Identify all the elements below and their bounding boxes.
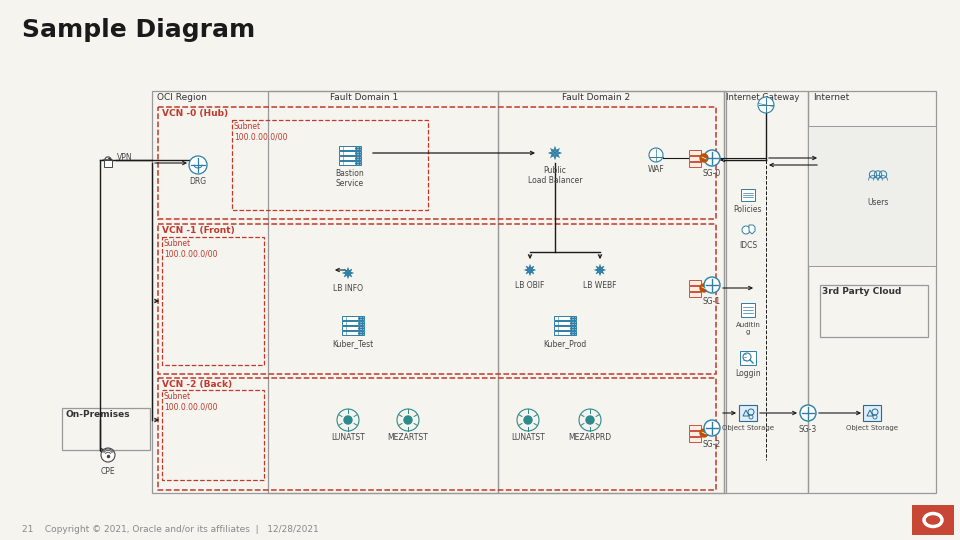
FancyBboxPatch shape — [339, 156, 361, 159]
Text: LB INFO: LB INFO — [333, 284, 363, 293]
FancyBboxPatch shape — [739, 405, 757, 421]
FancyBboxPatch shape — [554, 326, 576, 329]
Text: LB OBIF: LB OBIF — [516, 281, 544, 290]
Text: MEZARTST: MEZARTST — [388, 433, 428, 442]
FancyBboxPatch shape — [741, 189, 755, 201]
FancyBboxPatch shape — [689, 437, 701, 442]
Circle shape — [649, 148, 663, 162]
FancyBboxPatch shape — [808, 126, 936, 266]
FancyBboxPatch shape — [740, 351, 756, 365]
FancyBboxPatch shape — [339, 151, 361, 154]
Circle shape — [344, 416, 352, 424]
FancyBboxPatch shape — [689, 161, 701, 166]
Text: Kuber_Prod: Kuber_Prod — [543, 339, 587, 348]
Text: Subnet
100.0.00.0/00: Subnet 100.0.00.0/00 — [234, 122, 287, 141]
Text: Internet Gateway: Internet Gateway — [726, 93, 800, 102]
FancyBboxPatch shape — [554, 316, 576, 320]
Text: CPE: CPE — [101, 467, 115, 476]
FancyBboxPatch shape — [863, 405, 881, 421]
Text: OCI Region: OCI Region — [157, 93, 206, 102]
Text: Users: Users — [867, 198, 889, 207]
Circle shape — [586, 416, 594, 424]
Circle shape — [704, 420, 720, 436]
Text: VCN -0 (Hub): VCN -0 (Hub) — [162, 109, 228, 118]
Text: Loggin: Loggin — [735, 369, 761, 378]
Text: Sample Diagram: Sample Diagram — [22, 18, 255, 42]
Circle shape — [704, 277, 720, 293]
Polygon shape — [749, 225, 755, 234]
Circle shape — [700, 429, 708, 437]
Circle shape — [800, 405, 816, 421]
Text: Subnet
100.0.00.0/00: Subnet 100.0.00.0/00 — [164, 239, 218, 259]
Text: Policies: Policies — [733, 205, 762, 214]
Text: Object Storage: Object Storage — [846, 425, 898, 431]
Text: Fault Domain 2: Fault Domain 2 — [562, 93, 630, 102]
Text: LB WEBF: LB WEBF — [584, 281, 616, 290]
Text: IDCS: IDCS — [739, 241, 757, 250]
FancyBboxPatch shape — [912, 505, 954, 535]
Circle shape — [101, 448, 115, 462]
Circle shape — [758, 97, 774, 113]
FancyBboxPatch shape — [104, 160, 112, 167]
Text: Kuber_Test: Kuber_Test — [332, 339, 373, 348]
Circle shape — [700, 154, 708, 162]
Text: Subnet
100.0.00.0/00: Subnet 100.0.00.0/00 — [164, 392, 218, 411]
Text: WAF: WAF — [648, 165, 664, 174]
FancyBboxPatch shape — [689, 280, 701, 285]
Text: SG-1: SG-1 — [703, 297, 721, 306]
FancyBboxPatch shape — [342, 316, 364, 320]
Text: LUNATST: LUNATST — [331, 433, 365, 442]
FancyBboxPatch shape — [554, 331, 576, 334]
Text: 21    Copyright © 2021, Oracle and/or its affiliates  |   12/28/2021: 21 Copyright © 2021, Oracle and/or its a… — [22, 525, 319, 534]
FancyBboxPatch shape — [689, 292, 701, 296]
Circle shape — [742, 226, 750, 234]
FancyBboxPatch shape — [342, 326, 364, 329]
Text: Fault Domain 1: Fault Domain 1 — [330, 93, 398, 102]
FancyBboxPatch shape — [689, 425, 701, 430]
Text: SG-0: SG-0 — [703, 169, 721, 178]
Text: Bastion
Service: Bastion Service — [336, 169, 365, 188]
Circle shape — [700, 284, 708, 292]
Text: SG-3: SG-3 — [799, 425, 817, 434]
Circle shape — [704, 150, 720, 166]
FancyBboxPatch shape — [689, 150, 701, 155]
FancyBboxPatch shape — [689, 286, 701, 291]
FancyBboxPatch shape — [689, 156, 701, 161]
Text: VCN -2 (Back): VCN -2 (Back) — [162, 380, 232, 389]
Circle shape — [524, 416, 532, 424]
Text: Object Storage: Object Storage — [722, 425, 774, 431]
Circle shape — [404, 416, 412, 424]
Text: MEZARPRD: MEZARPRD — [568, 433, 612, 442]
FancyBboxPatch shape — [339, 146, 361, 150]
Text: SG-2: SG-2 — [703, 440, 721, 449]
FancyBboxPatch shape — [689, 431, 701, 436]
Text: VCN -1 (Front): VCN -1 (Front) — [162, 226, 235, 235]
Text: VPN: VPN — [117, 153, 132, 163]
Text: DRG: DRG — [189, 177, 206, 186]
FancyBboxPatch shape — [342, 331, 364, 334]
FancyBboxPatch shape — [342, 321, 364, 325]
FancyBboxPatch shape — [339, 161, 361, 165]
Text: On-Premises: On-Premises — [65, 410, 130, 419]
Text: 3rd Party Cloud: 3rd Party Cloud — [822, 287, 901, 296]
Text: Internet: Internet — [813, 93, 850, 102]
Text: Auditin
g: Auditin g — [735, 322, 760, 335]
Text: Public
Load Balancer: Public Load Balancer — [528, 166, 583, 185]
Text: LUNATST: LUNATST — [511, 433, 545, 442]
FancyBboxPatch shape — [741, 303, 755, 317]
FancyBboxPatch shape — [554, 321, 576, 325]
Circle shape — [189, 156, 207, 174]
